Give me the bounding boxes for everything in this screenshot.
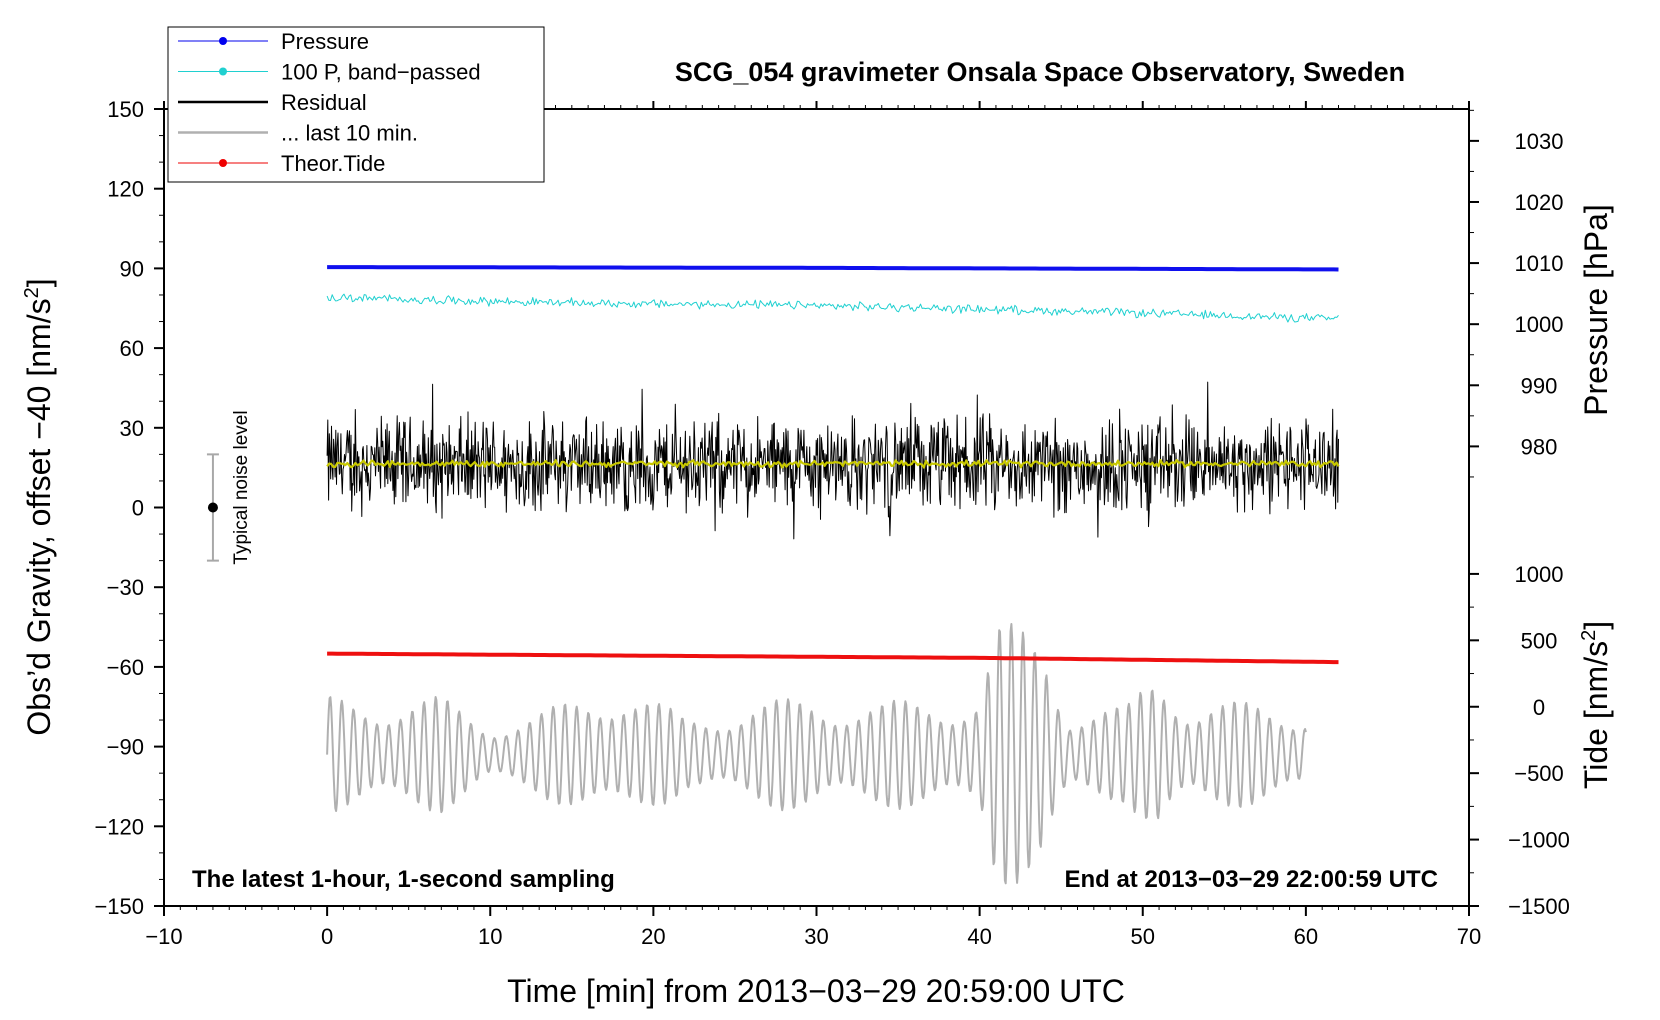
y-tick-label: −120 (94, 814, 144, 839)
legend-label: ... last 10 min. (281, 121, 418, 146)
y-tick-label: 0 (132, 496, 144, 521)
y-axis-title-left-end: ] (21, 278, 57, 287)
legend-label: Pressure (281, 29, 369, 54)
series-pressure (327, 265, 1339, 272)
tide-tick-label: −1000 (1508, 828, 1570, 853)
noise-level-marker: Typical noise level (206, 410, 252, 565)
legend-label: 100 P, band−passed (281, 60, 481, 85)
pressure-tick-label: 1010 (1515, 251, 1564, 276)
series-100-p-band-passed (326, 293, 1339, 323)
y-tick-label: 60 (120, 336, 144, 361)
legend-marker (219, 67, 227, 76)
tide-tick-label: −500 (1514, 761, 1564, 786)
legend-label: Theor.Tide (281, 151, 385, 176)
end-time-note: End at 2013−03−29 22:00:59 UTC (1064, 866, 1438, 893)
noise-level-dot (207, 502, 218, 513)
series-residual (326, 381, 1339, 540)
pressure-tick-label: 1030 (1515, 129, 1564, 154)
tide-tick-label: 1000 (1515, 562, 1564, 587)
y-axis-title-left: Obs’d Gravity, offset −40 [nm/s2] (21, 278, 57, 735)
x-axis-title: Time [min] from 2013−03−29 20:59:00 UTC (507, 973, 1125, 1009)
tick-layer: −10 0 10 20 30 40 50 60 701501209060300−30−60−90… (94, 97, 1569, 949)
y-tick-label: −150 (94, 894, 144, 919)
x-tick-label: 40 (967, 924, 991, 949)
series-last-10-min (326, 623, 1307, 885)
y-tick-label: 30 (120, 416, 144, 441)
y-tick-label: 120 (107, 177, 144, 202)
x-tick-label: −10 (145, 924, 182, 949)
pressure-tick-label: 990 (1521, 373, 1558, 398)
y-axis-title-tide-text: Tide [nm/s (1578, 641, 1614, 789)
tide-tick-label: 500 (1521, 628, 1558, 653)
y-tick-label: −60 (107, 655, 144, 680)
x-tick-label: 30 (804, 924, 828, 949)
legend-box (167, 26, 545, 183)
y-tick-label: 150 (107, 97, 144, 122)
y-axis-title-pressure: Pressure [hPa] (1578, 204, 1614, 416)
pressure-tick-label: 1000 (1515, 312, 1564, 337)
y-axis-title-tide-sup: 2 (1578, 630, 1600, 641)
sampling-note: The latest 1-hour, 1-second sampling (192, 866, 615, 893)
y-axis-title-tide: Tide [nm/s2] (1578, 621, 1614, 789)
y-axis-title-left-text: Obs’d Gravity, offset −40 [nm/s (21, 298, 57, 735)
noise-level-label: Typical noise level (231, 410, 252, 564)
legend-marker (219, 159, 227, 167)
y-axis-title-tide-end: ] (1578, 621, 1614, 630)
x-tick-label: 10 (478, 924, 502, 949)
x-tick-label: 20 (641, 924, 665, 949)
legend-label: Residual (281, 90, 367, 115)
series-residual-smoothed (326, 458, 1340, 469)
y-tick-label: −30 (107, 575, 144, 600)
y-tick-label: 90 (120, 256, 144, 281)
pressure-tick-label: 980 (1521, 434, 1558, 459)
legend-marker (219, 37, 227, 45)
y-axis-title-left-sup: 2 (21, 287, 43, 298)
tide-tick-label: −1500 (1508, 894, 1570, 919)
x-tick-label: 70 (1457, 924, 1481, 949)
x-tick-label: 0 (321, 924, 333, 949)
series-theor-tide (327, 651, 1339, 665)
x-tick-label: 60 (1294, 924, 1318, 949)
x-tick-label: 50 (1131, 924, 1155, 949)
chart-title: SCG_054 gravimeter Onsala Space Observat… (675, 57, 1405, 87)
series-layer (326, 265, 1340, 885)
tide-tick-label: 0 (1533, 695, 1545, 720)
pressure-tick-label: 1020 (1515, 190, 1564, 215)
y-tick-label: −90 (107, 735, 144, 760)
legend: Pressure 100 P, band−passed Residual ... la… (167, 26, 545, 183)
